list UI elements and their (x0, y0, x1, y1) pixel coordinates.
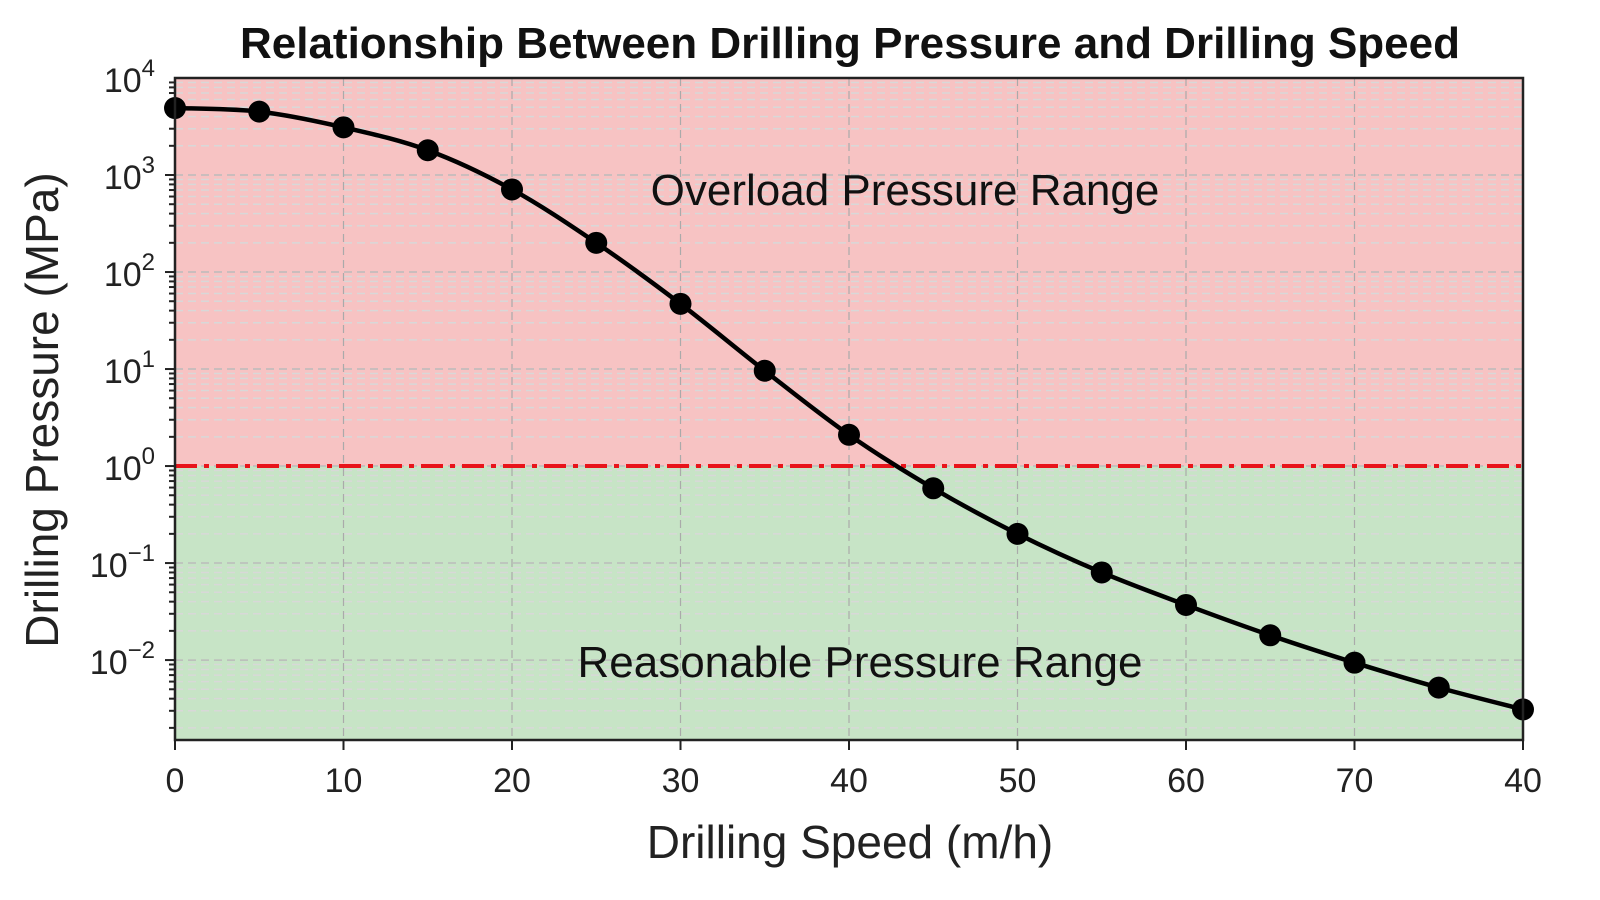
data-point (1259, 624, 1282, 647)
data-point (838, 423, 860, 446)
x-tick-label: 0 (166, 762, 185, 800)
reasonable-range-label: Reasonable Pressure Range (577, 638, 1142, 687)
data-point (1006, 522, 1029, 545)
y-tick-label: 103 (104, 152, 155, 197)
y-tick-label: 10−1 (90, 540, 155, 585)
overload-range-label: Overload Pressure Range (651, 166, 1160, 215)
plot-frame (173, 76, 1525, 742)
data-point (753, 359, 776, 382)
data-point (585, 231, 608, 254)
y-axis-label: Drilling Pressure (MPa) (16, 172, 68, 647)
x-tick-label: 30 (662, 762, 700, 800)
x-tick-label: 60 (1167, 762, 1205, 800)
x-tick-label: 20 (493, 762, 531, 800)
y-tick-label: 10−2 (90, 637, 155, 682)
x-tick-label: 50 (999, 762, 1037, 800)
data-point (248, 100, 271, 123)
data-point (1175, 593, 1197, 616)
data-point (332, 116, 355, 139)
x-tick-label: 40 (1504, 762, 1542, 800)
y-tick-label: 100 (104, 443, 155, 488)
x-tick-label: 40 (830, 762, 868, 800)
data-point (922, 477, 945, 500)
y-tick-label: 101 (104, 346, 155, 391)
chart-title: Relationship Between Drilling Pressure a… (240, 19, 1460, 68)
y-tick-label: 102 (104, 249, 155, 294)
plot-area: 0 10 20 30 40 50 60 70 40 104 103 102 101 100 10−1 10−2… (90, 55, 1542, 800)
x-tick-label: 10 (325, 762, 363, 800)
data-point (501, 178, 523, 201)
watermark: 豆包AI生成 (1360, 809, 1520, 845)
data-point (1343, 651, 1366, 674)
data-point (1090, 561, 1113, 584)
data-point (416, 139, 439, 162)
data-point (669, 292, 692, 315)
x-tick-label: 70 (1336, 762, 1374, 800)
y-tick-label: 104 (104, 55, 155, 100)
data-point (1427, 676, 1450, 699)
x-axis-label: Drilling Speed (m/h) (647, 816, 1053, 868)
